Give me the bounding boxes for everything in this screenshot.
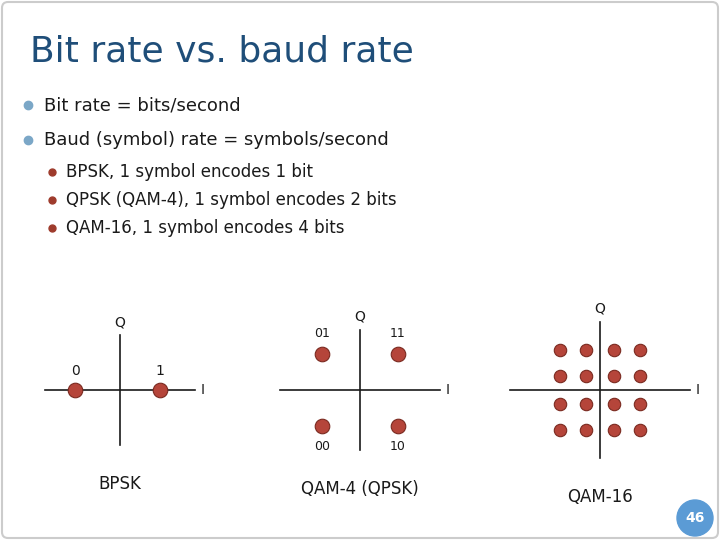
Text: I: I <box>446 383 450 397</box>
Text: 11: 11 <box>390 327 406 340</box>
Point <box>554 426 566 434</box>
Text: 0: 0 <box>71 364 79 378</box>
Text: Q: Q <box>595 302 606 316</box>
Text: Q: Q <box>114 315 125 329</box>
Text: QAM-16: QAM-16 <box>567 488 633 506</box>
Text: 1: 1 <box>156 364 164 378</box>
Text: Baud (symbol) rate = symbols/second: Baud (symbol) rate = symbols/second <box>44 131 389 149</box>
Circle shape <box>677 500 713 536</box>
Point <box>580 346 592 354</box>
Text: Bit rate vs. baud rate: Bit rate vs. baud rate <box>30 35 414 69</box>
Text: QAM-4 (QPSK): QAM-4 (QPSK) <box>301 480 419 498</box>
Point <box>608 346 620 354</box>
Text: 10: 10 <box>390 440 406 453</box>
Point <box>580 372 592 380</box>
Point <box>634 426 646 434</box>
Point <box>634 400 646 408</box>
Text: I: I <box>201 383 205 397</box>
Point <box>392 350 404 359</box>
Point <box>554 346 566 354</box>
Point <box>608 372 620 380</box>
Text: BPSK, 1 symbol encodes 1 bit: BPSK, 1 symbol encodes 1 bit <box>66 163 313 181</box>
Point <box>580 426 592 434</box>
Point <box>608 400 620 408</box>
Text: Bit rate = bits/second: Bit rate = bits/second <box>44 96 240 114</box>
Point <box>554 400 566 408</box>
Text: Q: Q <box>354 310 366 324</box>
Point <box>634 372 646 380</box>
Point <box>392 422 404 430</box>
Point <box>608 426 620 434</box>
Text: 00: 00 <box>314 440 330 453</box>
Point <box>316 350 328 359</box>
Text: QAM-16, 1 symbol encodes 4 bits: QAM-16, 1 symbol encodes 4 bits <box>66 219 344 237</box>
Text: I: I <box>696 383 700 397</box>
Text: 46: 46 <box>685 511 705 525</box>
Point <box>316 422 328 430</box>
Point <box>580 400 592 408</box>
Text: 01: 01 <box>314 327 330 340</box>
Point <box>554 372 566 380</box>
Point <box>634 346 646 354</box>
Point <box>154 386 166 394</box>
Text: QPSK (QAM-4), 1 symbol encodes 2 bits: QPSK (QAM-4), 1 symbol encodes 2 bits <box>66 191 397 209</box>
Point <box>69 386 81 394</box>
Text: BPSK: BPSK <box>99 475 141 493</box>
